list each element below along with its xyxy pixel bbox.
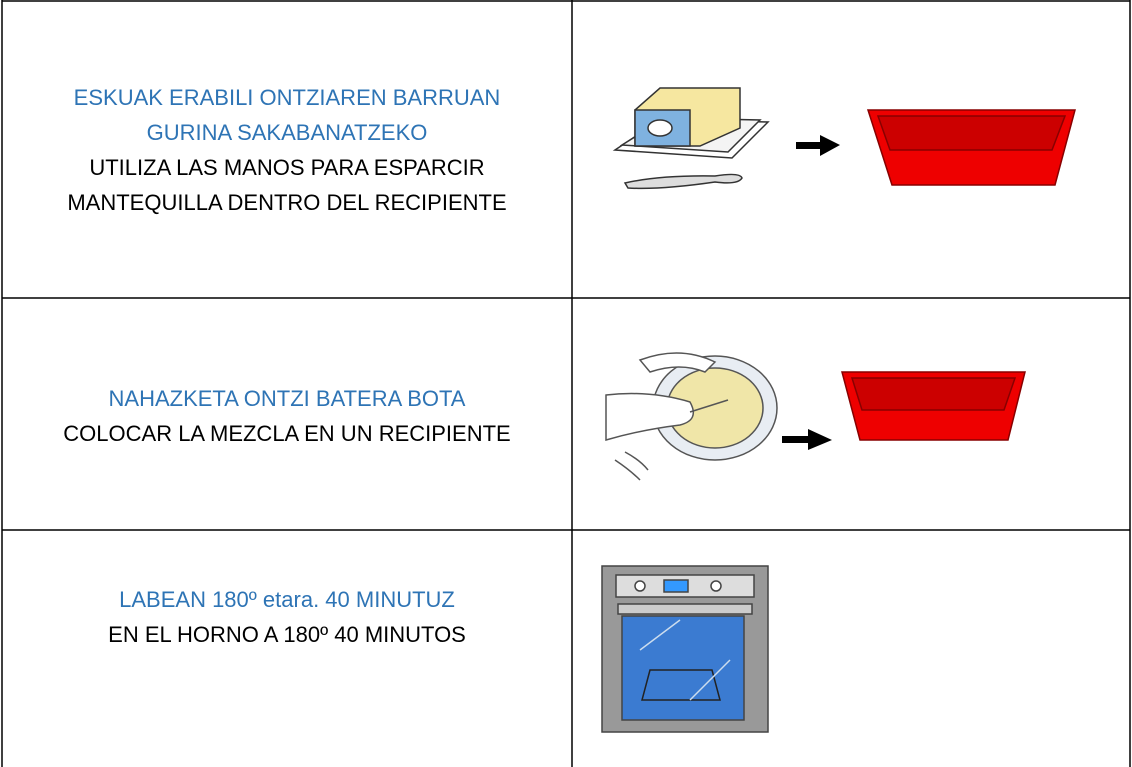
basque-text: LABEAN 180º etara. 40 MINUTUZ bbox=[119, 587, 455, 612]
butter-icon bbox=[612, 87, 770, 190]
step-text: NAHAZKETA ONTZI BATERA BOTA COLOCAR LA M… bbox=[2, 300, 572, 532]
basque-text: ESKUAK ERABILI ONTZIAREN BARRUAN bbox=[73, 85, 501, 110]
oven-icon bbox=[601, 565, 769, 733]
spanish-text: UTILIZA LAS MANOS PARA ESPARCIR bbox=[89, 155, 485, 180]
step-text: LABEAN 180º etara. 40 MINUTUZ EN EL HORN… bbox=[2, 582, 572, 652]
spanish-text: COLOCAR LA MEZCLA EN UN RECIPIENTE bbox=[63, 421, 511, 446]
basque-text: NAHAZKETA ONTZI BATERA BOTA bbox=[108, 386, 466, 411]
spanish-text: EN EL HORNO A 180º 40 MINUTOS bbox=[108, 622, 466, 647]
tray-icon bbox=[866, 109, 1076, 186]
tray-icon bbox=[841, 371, 1026, 441]
arrow-icon bbox=[796, 135, 840, 156]
arrow-icon bbox=[782, 429, 832, 450]
step-text: ESKUAK ERABILI ONTZIAREN BARRUAN GURINA … bbox=[2, 2, 572, 298]
basque-text: GURINA SAKABANATZEKO bbox=[146, 120, 428, 145]
mixing-icon bbox=[605, 352, 778, 481]
spanish-text: MANTEQUILLA DENTRO DEL RECIPIENTE bbox=[67, 190, 507, 215]
